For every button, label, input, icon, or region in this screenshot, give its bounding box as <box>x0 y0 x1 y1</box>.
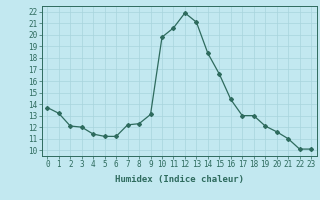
X-axis label: Humidex (Indice chaleur): Humidex (Indice chaleur) <box>115 175 244 184</box>
